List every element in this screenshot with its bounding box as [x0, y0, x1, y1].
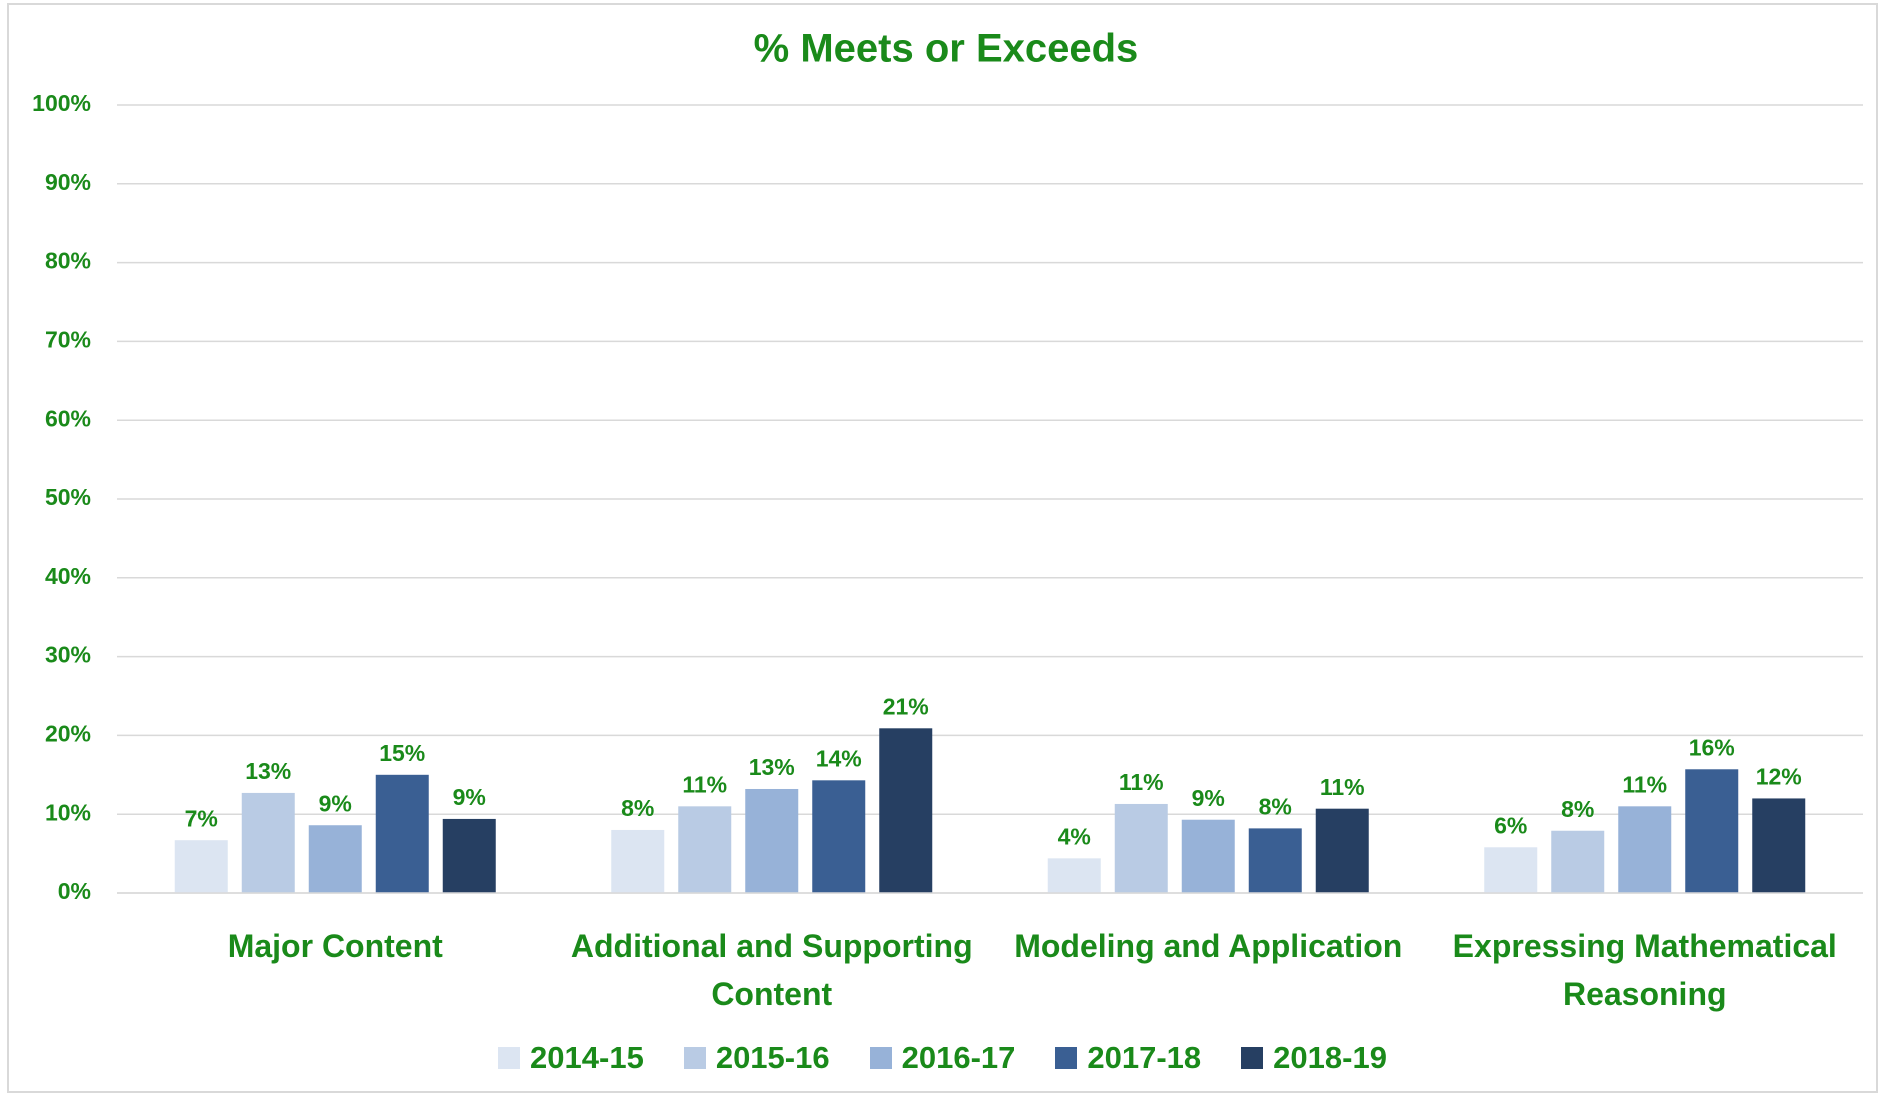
legend-swatch — [498, 1047, 521, 1069]
y-tick-label: 40% — [45, 563, 91, 589]
bar — [1752, 798, 1806, 893]
x-tick-label: Expressing Mathematical Reasoning — [1452, 928, 1837, 1012]
bar — [174, 840, 228, 893]
y-tick-label: 90% — [45, 169, 91, 195]
bar — [1685, 769, 1739, 893]
x-tick-label: Additional and Supporting Content — [570, 928, 973, 1012]
legend-item: 2018-19 — [1241, 1040, 1387, 1076]
data-label: 8% — [1259, 793, 1292, 819]
data-label: 8% — [621, 795, 654, 821]
data-label: 13% — [245, 758, 291, 784]
y-tick-label: 60% — [45, 405, 91, 431]
data-label: 11% — [1622, 771, 1667, 797]
data-label: 21% — [883, 693, 929, 719]
data-label: 9% — [1192, 785, 1225, 811]
data-label: 7% — [185, 805, 218, 831]
bar — [1047, 858, 1101, 893]
data-label: 9% — [453, 784, 486, 810]
bar — [1315, 808, 1369, 893]
bar — [241, 792, 295, 893]
legend-swatch — [683, 1047, 706, 1069]
data-label: 15% — [379, 740, 425, 766]
data-label: 8% — [1561, 796, 1594, 822]
legend-item: 2016-17 — [869, 1040, 1016, 1076]
data-label: 4% — [1058, 823, 1091, 849]
chart-border — [7, 3, 1878, 1093]
bar — [442, 818, 496, 893]
y-tick-label: 10% — [45, 799, 91, 825]
data-label: 12% — [1756, 764, 1802, 790]
bar — [812, 780, 866, 893]
legend-label: 2015-16 — [715, 1040, 830, 1075]
y-tick-label: 20% — [45, 720, 91, 746]
data-label: 14% — [816, 745, 862, 771]
bar — [1618, 806, 1672, 893]
legend-label: 2017-18 — [1087, 1040, 1202, 1075]
x-tick-label: Modeling and Application — [1014, 928, 1403, 964]
data-label: 16% — [1689, 734, 1735, 760]
data-label: 11% — [682, 771, 727, 797]
bar — [611, 829, 665, 893]
y-tick-label: 80% — [45, 248, 91, 274]
legend-label: 2016-17 — [901, 1040, 1016, 1075]
bar — [1248, 828, 1302, 893]
legend-label: 2018-19 — [1273, 1040, 1387, 1075]
legend-swatch — [869, 1047, 892, 1069]
bar — [1484, 847, 1538, 893]
y-tick-label: 30% — [45, 642, 91, 668]
chart-title: % Meets or Exceeds — [754, 27, 1139, 71]
data-label: 6% — [1494, 812, 1527, 838]
bar — [1181, 819, 1235, 893]
bar — [375, 774, 429, 893]
data-label: 11% — [1119, 769, 1164, 795]
x-tick-label: Major Content — [227, 928, 443, 964]
legend-item: 2015-16 — [683, 1040, 830, 1076]
data-label: 9% — [319, 790, 352, 816]
bar — [1551, 830, 1605, 893]
legend-item: 2017-18 — [1055, 1040, 1201, 1076]
y-tick-label: 0% — [58, 878, 91, 904]
bar — [678, 806, 732, 893]
data-label: 11% — [1320, 774, 1365, 800]
legend-swatch — [1055, 1047, 1078, 1069]
legend: 2014-15 2015-16 2016-17 2017-18 2018-19 — [0, 1040, 1885, 1076]
bar — [879, 728, 933, 893]
legend-swatch — [1241, 1047, 1264, 1069]
bar — [308, 825, 362, 893]
y-tick-label: 100% — [32, 90, 91, 116]
legend-label: 2014-15 — [530, 1040, 644, 1075]
y-tick-label: 50% — [45, 484, 91, 510]
y-tick-label: 70% — [45, 326, 91, 352]
bar — [745, 788, 799, 893]
data-label: 13% — [749, 754, 795, 780]
legend-item: 2014-15 — [498, 1040, 644, 1076]
bar — [1114, 803, 1168, 893]
